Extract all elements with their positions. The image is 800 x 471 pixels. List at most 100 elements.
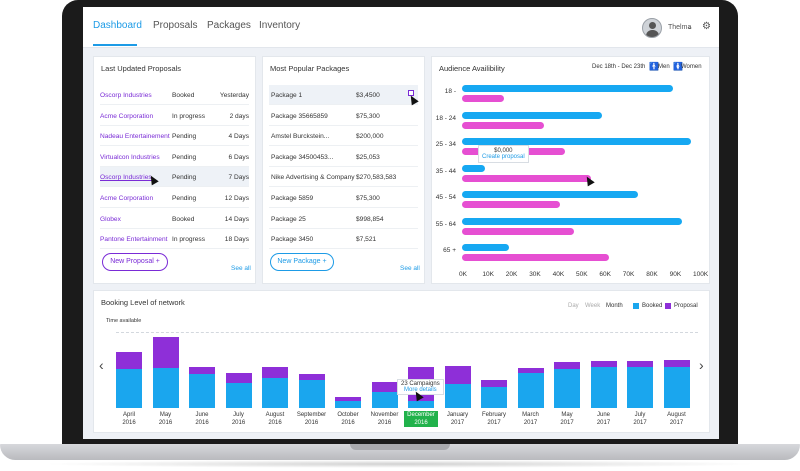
package-row[interactable]: Amstel Burckstein... $200,000: [269, 126, 418, 147]
proposal-bar[interactable]: [627, 360, 653, 367]
month-label[interactable]: December 2016: [404, 411, 438, 427]
package-name[interactable]: Package 5859: [271, 195, 314, 202]
booked-bar[interactable]: [371, 392, 398, 408]
booked-bar[interactable]: [408, 400, 434, 408]
package-row[interactable]: Package 34500453... $25,053: [269, 147, 418, 167]
new-proposal-button[interactable]: New Proposal +: [102, 253, 168, 271]
proposal-row[interactable]: Nadeau Entertainement Pending 4 Days: [100, 126, 249, 147]
proposal-row[interactable]: Globex Booked 14 Days: [100, 209, 249, 229]
package-row[interactable]: Package 3450 $7,521: [269, 229, 418, 250]
booked-bar[interactable]: [189, 374, 215, 408]
package-row[interactable]: Package 1 $3,4500: [269, 85, 418, 105]
men-bar[interactable]: [462, 191, 638, 198]
period-week[interactable]: Week: [585, 303, 601, 309]
package-name[interactable]: Package 3450: [271, 236, 314, 244]
women-bar[interactable]: [462, 201, 561, 208]
proposal-bar[interactable]: [517, 367, 544, 373]
gear-icon[interactable]: ⚙: [702, 21, 711, 32]
women-bar[interactable]: [462, 174, 591, 182]
proposal-row[interactable]: Acme Corporation In progress 2 days: [100, 106, 249, 126]
month-label[interactable]: January 2017: [441, 411, 475, 427]
package-name[interactable]: Nike Advertising & Company: [271, 174, 355, 182]
date-range[interactable]: Dec 18th - Dec 23th: [592, 64, 646, 70]
proposal-bar[interactable]: [335, 396, 361, 401]
avatar[interactable]: [642, 18, 662, 38]
proposal-row[interactable]: Virtualcon Industries Pending 6 Days: [100, 147, 249, 167]
proposal-row[interactable]: Pantone Entertainment In progress 18 Days: [100, 229, 249, 250]
booked-bar[interactable]: [335, 400, 361, 408]
package-row[interactable]: Package 35665859 $75,300: [269, 106, 418, 126]
booked-bar[interactable]: [663, 366, 690, 408]
tab-dashboard[interactable]: Dashboard: [93, 20, 142, 31]
more-details-link[interactable]: More details: [404, 387, 437, 393]
booked-bar[interactable]: [262, 378, 288, 408]
tab-proposals[interactable]: Proposals: [153, 20, 198, 31]
tab-inventory[interactable]: Inventory: [259, 20, 301, 31]
men-bar[interactable]: [462, 138, 692, 145]
month-label[interactable]: May 2016: [149, 411, 183, 427]
women-bar[interactable]: [462, 227, 575, 235]
proposal-name[interactable]: Globex: [100, 215, 121, 223]
package-name[interactable]: Package 34500453...: [271, 153, 334, 161]
men-bar[interactable]: [462, 217, 682, 225]
month-label[interactable]: July 2016: [222, 411, 256, 427]
proposal-bar[interactable]: [152, 336, 179, 369]
proposal-name[interactable]: Nadeau Entertainement: [100, 133, 170, 141]
package-name[interactable]: Package 35665859: [271, 112, 328, 120]
chevron-left-icon[interactable]: ‹: [99, 357, 104, 373]
month-label[interactable]: November 2016: [368, 411, 402, 427]
month-label[interactable]: February 2017: [477, 411, 511, 427]
men-bar[interactable]: [462, 244, 509, 251]
proposal-name[interactable]: Oscorp Industries: [100, 92, 152, 99]
month-label[interactable]: August 2017: [660, 411, 694, 427]
proposal-row[interactable]: Oscorp Industries Booked Yesterday: [100, 85, 249, 105]
tab-packages[interactable]: Packages: [207, 20, 251, 31]
men-bar[interactable]: [462, 164, 486, 172]
month-label[interactable]: March 2017: [514, 411, 548, 427]
booked-bar[interactable]: [481, 387, 507, 408]
month-label[interactable]: April 2016: [112, 411, 146, 427]
booked-bar[interactable]: [517, 372, 544, 408]
packages-see-all-link[interactable]: See all: [400, 265, 420, 272]
proposal-bar[interactable]: [262, 366, 288, 378]
booked-bar[interactable]: [225, 382, 252, 408]
men-bar[interactable]: [462, 111, 603, 119]
period-day[interactable]: Day: [568, 303, 579, 309]
user-name[interactable]: Thelma: [668, 24, 692, 31]
package-row[interactable]: Nike Advertising & Company $270,583,583: [269, 167, 418, 188]
booked-bar[interactable]: [298, 379, 325, 408]
women-bar[interactable]: [462, 254, 610, 261]
package-name[interactable]: Amstel Burckstein...: [271, 133, 330, 141]
chevron-right-icon[interactable]: ›: [699, 357, 704, 373]
proposal-bar[interactable]: [444, 366, 471, 384]
proposal-name[interactable]: Acme Corporation: [100, 195, 154, 202]
package-name[interactable]: Package 1: [271, 92, 303, 99]
month-label[interactable]: June 2017: [587, 411, 621, 427]
new-package-button[interactable]: New Package +: [270, 253, 334, 271]
booked-bar[interactable]: [627, 366, 653, 408]
proposal-bar[interactable]: [371, 381, 398, 393]
men-bar[interactable]: [462, 85, 673, 92]
proposals-see-all-link[interactable]: See all: [231, 265, 251, 272]
booked-bar[interactable]: [444, 384, 471, 408]
proposal-bar[interactable]: [225, 372, 252, 383]
proposal-bar[interactable]: [554, 361, 580, 369]
package-checkbox[interactable]: [408, 90, 414, 96]
women-bar[interactable]: [462, 95, 505, 102]
proposal-name[interactable]: Pantone Entertainment: [100, 236, 168, 244]
proposal-row[interactable]: Acme Corporation Pending 12 Days: [100, 188, 249, 208]
proposal-name[interactable]: Oscorp Industries: [100, 174, 152, 182]
proposal-bar[interactable]: [590, 360, 617, 367]
month-label[interactable]: October 2016: [331, 411, 365, 427]
chevron-down-icon[interactable]: ⌄: [687, 24, 693, 31]
package-row[interactable]: Package 25 $998,854: [269, 209, 418, 229]
booked-bar[interactable]: [590, 366, 617, 408]
proposal-row[interactable]: Oscorp Industries Pending 7 Days: [100, 167, 249, 188]
create-proposal-link[interactable]: Create proposal: [482, 154, 525, 160]
booked-bar[interactable]: [554, 369, 580, 408]
package-row[interactable]: Package 5859 $75,300: [269, 188, 418, 208]
month-label[interactable]: June 2016: [185, 411, 219, 427]
women-bar[interactable]: [462, 121, 544, 129]
proposal-bar[interactable]: [189, 366, 215, 375]
proposal-name[interactable]: Virtualcon Industries: [100, 153, 160, 161]
